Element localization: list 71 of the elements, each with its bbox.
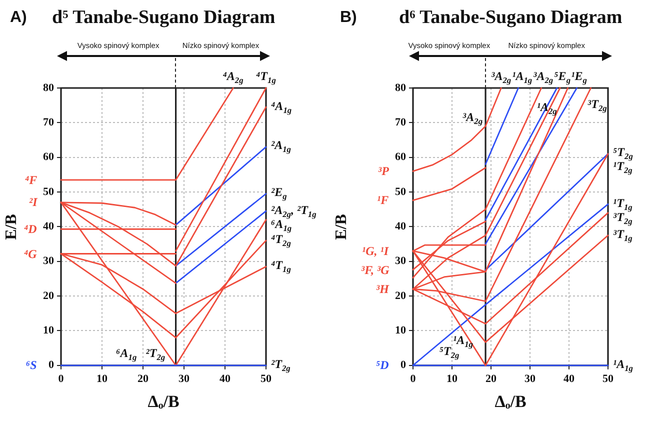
- annotation: ¹T$_{1g}$: [613, 196, 632, 212]
- annotation: ³T$_{2g}$: [588, 96, 607, 113]
- annotation: ⁴F: [25, 172, 38, 187]
- annotation: ⁴T$_{1g}$: [271, 258, 291, 274]
- chart-title: d⁵ Tanabe-Sugano Diagram: [52, 7, 276, 28]
- annotation: ³P: [378, 164, 389, 178]
- annotation: ⁴T$_{1g}$: [256, 69, 276, 86]
- annotation: ⁴A$_{2g}$: [222, 69, 244, 86]
- x-tick-label: 0: [58, 372, 64, 385]
- annotation: ¹A$_{1g}$: [613, 356, 633, 374]
- annotation: ⁶S: [26, 358, 37, 372]
- y-tick-label: 40: [43, 220, 54, 233]
- annotation: ⁵E$_{g}$: [554, 69, 570, 86]
- annotation: ¹A$_{1g}$: [512, 69, 532, 86]
- annotation: ³A$_{2g}$: [491, 69, 512, 86]
- y-axis-title: E/B: [332, 214, 350, 240]
- annotation: ⁴T$_{2g}$: [271, 232, 291, 248]
- y-tick-label: 80: [395, 82, 406, 94]
- annotation: ²I: [29, 195, 38, 210]
- annotation: ²A$_{1g}$: [271, 138, 291, 155]
- y-tick-label: 50: [395, 186, 406, 198]
- text: B): [340, 9, 357, 26]
- x-tick-label: 50: [602, 372, 614, 385]
- y-tick-label: 10: [395, 324, 406, 337]
- x-tick-label: 10: [96, 372, 108, 385]
- x-tick-label: 20: [486, 372, 497, 385]
- y-axis-title: E/B: [2, 214, 20, 240]
- y-tick-label: 80: [43, 82, 54, 94]
- annotation: ¹F: [377, 193, 389, 208]
- annotation: ⁴A$_{1g}$: [271, 98, 292, 115]
- y-tick-label: 30: [43, 255, 54, 268]
- x-tick-label: 0: [410, 372, 416, 385]
- y-tick-label: 0: [48, 359, 54, 372]
- y-tick-label: 0: [400, 359, 406, 372]
- x-axis-title: Δₒ/B: [148, 392, 180, 412]
- y-tick-label: 30: [395, 255, 406, 268]
- annotation: ³T$_{1g}$: [613, 226, 632, 244]
- y-tick-label: 60: [43, 151, 54, 164]
- annotation: ¹E$_{g}$: [571, 69, 587, 86]
- x-tick-label: 40: [564, 372, 575, 385]
- text: A): [10, 9, 27, 26]
- chart-title: d⁶ Tanabe-Sugano Diagram: [399, 7, 622, 28]
- x-axis-title: Δₒ/B: [494, 392, 526, 412]
- annotation: ⁵D: [376, 358, 389, 372]
- y-tick-label: 70: [395, 116, 406, 129]
- x-tick-label: 30: [178, 372, 190, 385]
- x-tick-label: 20: [138, 372, 149, 385]
- x-tick-label: 10: [446, 372, 458, 385]
- y-tick-label: 40: [395, 220, 406, 233]
- annotation: ²T$_{2g}$: [271, 356, 290, 374]
- annotation: ¹G, ¹I: [362, 244, 389, 258]
- annotation: ²A$_{2g}$, ²T$_{1g}$: [271, 202, 316, 219]
- annotation: ³A$_{2g}$: [533, 69, 554, 86]
- annotation: ⁵T$_{2g}$: [613, 145, 633, 162]
- annotation: ³F, ³G: [361, 262, 390, 277]
- annotation: ²T$_{2g}$: [146, 346, 166, 363]
- x-tick-label: 50: [260, 372, 272, 385]
- annotation: ⁴G: [24, 246, 37, 261]
- annotation: ²E$_{g}$: [271, 185, 287, 202]
- x-tick-label: 40: [220, 372, 231, 385]
- annotation: ⁶A$_{1g}$: [116, 346, 137, 363]
- y-tick-label: 70: [43, 116, 54, 129]
- y-tick-label: 10: [43, 324, 54, 337]
- y-tick-label: 20: [43, 290, 54, 302]
- annotation: ³H: [376, 282, 389, 296]
- annotation: ³A$_{2g}$: [462, 110, 483, 126]
- y-tick-label: 50: [43, 186, 54, 198]
- annotation: ⁴D: [24, 222, 37, 236]
- x-tick-label: 30: [524, 372, 536, 385]
- y-tick-label: 20: [395, 290, 406, 302]
- y-tick-label: 60: [395, 151, 406, 164]
